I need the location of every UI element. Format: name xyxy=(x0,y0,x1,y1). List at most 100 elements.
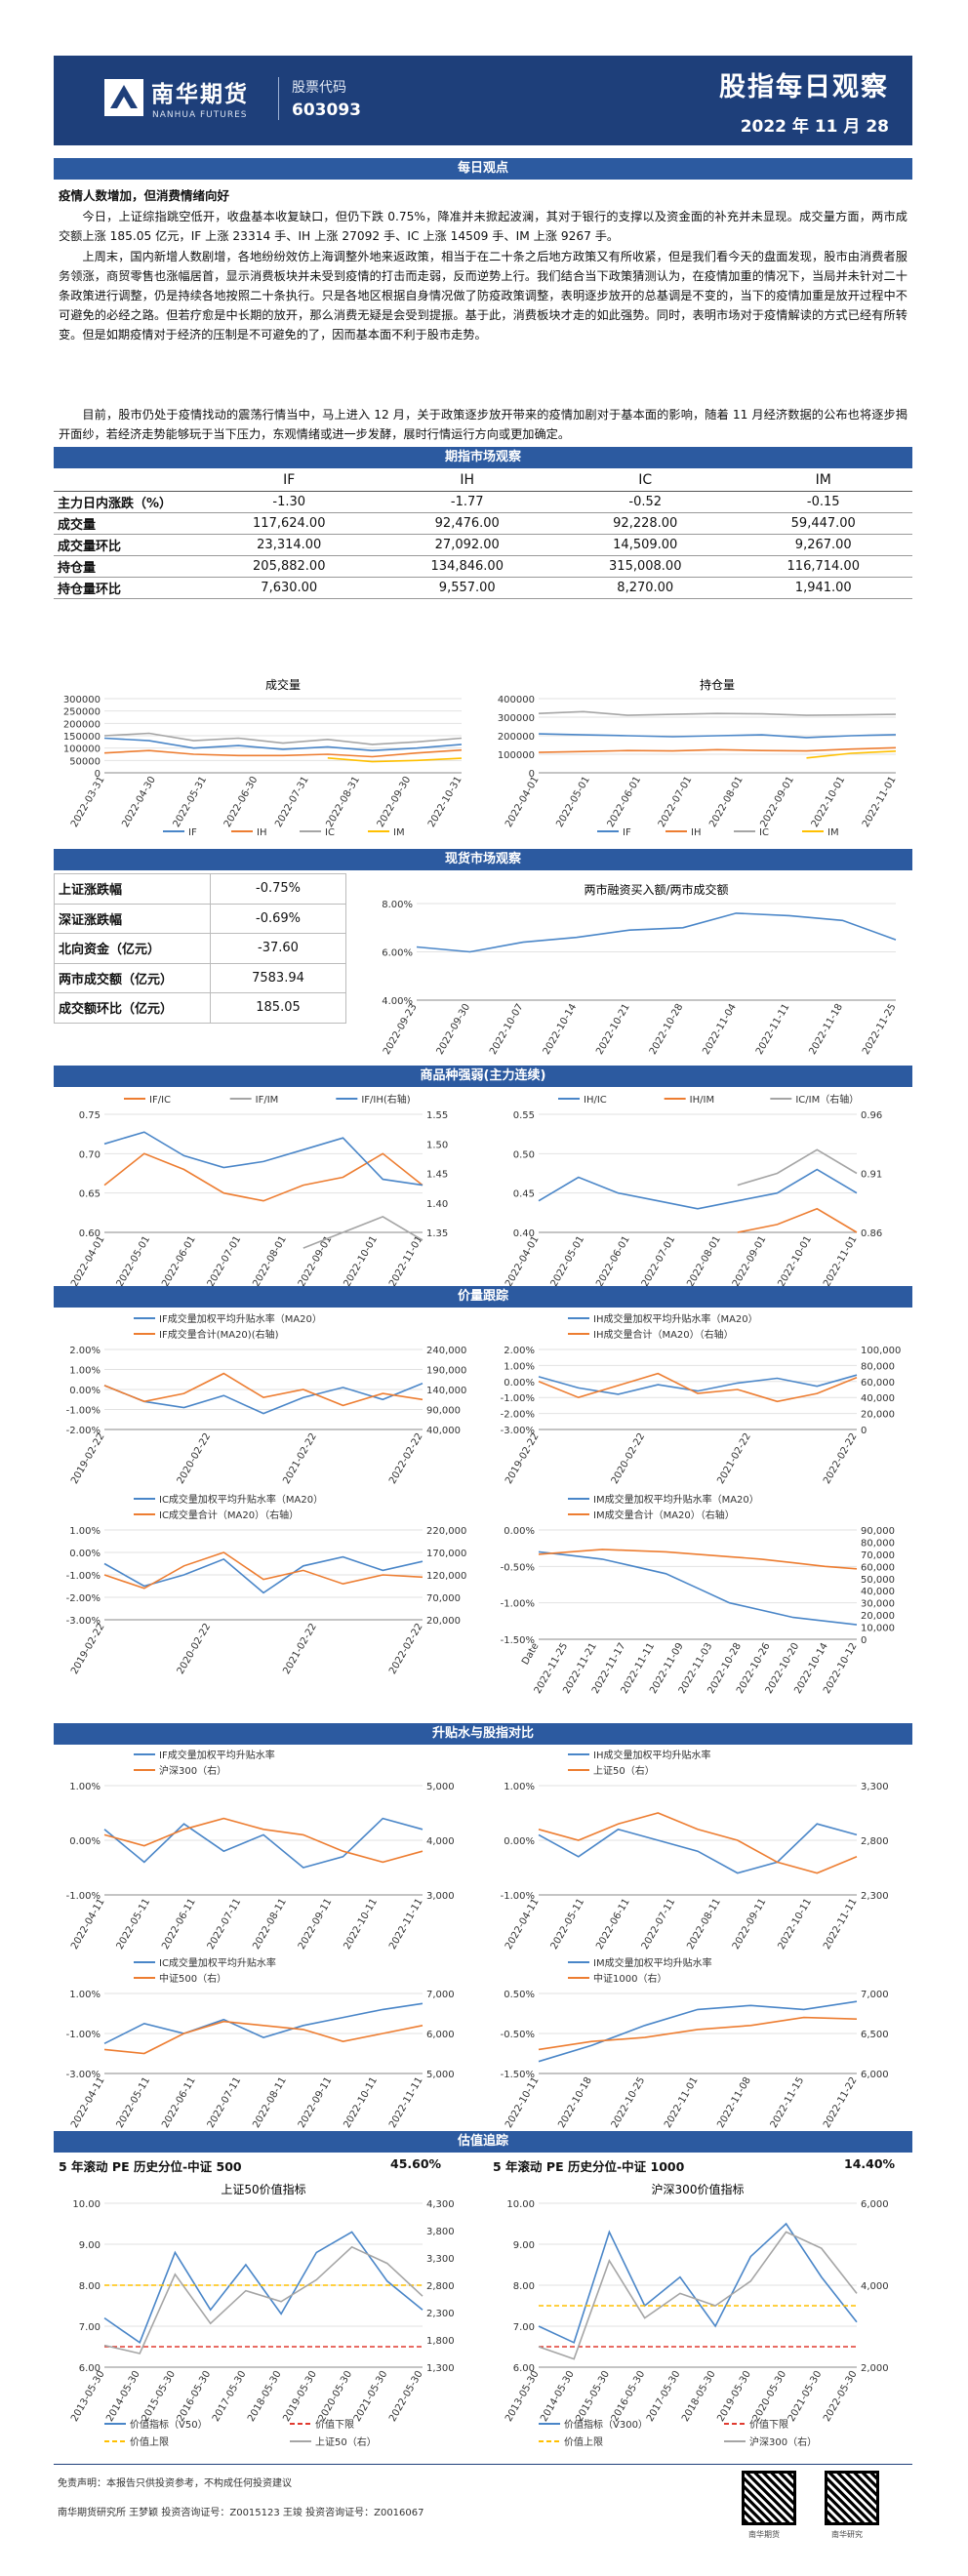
y2-tick-label: 3,800 xyxy=(426,2227,455,2237)
y2-tick-label: 4,000 xyxy=(426,1836,455,1847)
y2-tick-label: 4,000 xyxy=(861,2281,889,2292)
table-row: 主力日内涨跌（%） -1.30 -1.77 -0.52 -0.15 xyxy=(54,491,912,513)
x-tick-label: 2022-07-11 xyxy=(640,1897,678,1952)
x-tick-label: 2022-05-11 xyxy=(115,2075,153,2130)
y-tick-label: 400000 xyxy=(498,695,535,705)
x-tick-label: 2020-02-22 xyxy=(610,1431,648,1486)
cell-value: 9,267.00 xyxy=(734,534,912,556)
y-tick-label: -1.00% xyxy=(501,1599,535,1610)
cell-value: -0.75% xyxy=(210,873,346,905)
y-tick-label: -1.50% xyxy=(501,1635,535,1646)
x-tick-label: 2022-11-08 xyxy=(715,2075,753,2130)
y-tick-label: 6.00% xyxy=(382,948,413,959)
spot-table: 上证涨跌幅 -0.75% 深证涨跌幅 -0.69% 北向资金（亿元） -37.60 两市成交… xyxy=(54,873,346,1024)
y-tick-label: 2.00% xyxy=(504,1346,535,1356)
y-tick-label: -1.00% xyxy=(66,2030,101,2040)
x-tick-label: 2022-09-11 xyxy=(297,2075,335,2130)
series-line-1 xyxy=(103,1372,424,1407)
cell-value: 92,228.00 xyxy=(556,512,735,535)
table-row: 上证涨跌幅 -0.75% xyxy=(54,873,346,905)
y2-tick-label: 170,000 xyxy=(426,1549,466,1559)
x-tick-label: 2022-08-01 xyxy=(685,1234,723,1289)
y-tick-label: 8.00 xyxy=(513,2281,535,2292)
legend-label: 中证500（右） xyxy=(159,1972,226,1985)
legend-label: 沪深300（右） xyxy=(159,1764,226,1777)
series-line-1 xyxy=(103,1551,424,1590)
y2-tick-label: 140,000 xyxy=(426,1386,466,1396)
x-tick-label: 2022-11-04 xyxy=(701,1002,739,1057)
y2-tick-label: 1,800 xyxy=(426,2336,455,2347)
y-tick-label: 6.00 xyxy=(79,2363,101,2374)
y-tick-label: 100000 xyxy=(498,750,535,761)
y-tick-label: -0.50% xyxy=(501,1562,535,1573)
legend-label: IF/IH(右轴) xyxy=(361,1093,410,1106)
series-line-1 xyxy=(103,2020,424,2055)
y-tick-label: 0.75 xyxy=(79,1110,101,1121)
y-tick-label: 1.00% xyxy=(69,1366,101,1377)
y-tick-label: 1.00% xyxy=(69,1990,101,2000)
series-line-0 xyxy=(103,2231,424,2345)
divider xyxy=(278,77,279,120)
x-tick-label: 2018-05-30 xyxy=(680,2369,718,2424)
x-tick-label: 2015-05-30 xyxy=(140,2369,178,2424)
daily-paragraph-1: 今日，上证综指跳空低开，收盘基本收复缺口，但仍下跌 0.75%，降准并未掀起波澜… xyxy=(59,210,908,243)
series-line-0 xyxy=(103,1555,424,1594)
y-tick-label: 100000 xyxy=(63,745,101,755)
y2-tick-label: 3,300 xyxy=(861,1782,889,1792)
y-tick-label: -3.00% xyxy=(501,1426,535,1436)
series-line-0 xyxy=(538,1823,858,1874)
y-tick-label: 1.00% xyxy=(504,1782,535,1792)
y-tick-label: 8.00 xyxy=(79,2281,101,2292)
y-tick-label: -3.00% xyxy=(66,2070,101,2080)
y2-tick-label: 20,000 xyxy=(426,1616,461,1627)
y-tick-label: -1.50% xyxy=(501,2070,535,2080)
legend-label: IC xyxy=(325,827,335,838)
y-tick-label: 4.00% xyxy=(382,996,413,1007)
y2-tick-label: 1,300 xyxy=(426,2363,455,2374)
legend-label: 价值上限 xyxy=(130,2435,169,2448)
legend-label: IC成交量加权平均升贴水率（MA20） xyxy=(159,1493,323,1506)
x-tick-label: 2022-11-11 xyxy=(387,2075,425,2130)
x-tick-label: 2022-09-30 xyxy=(435,1002,473,1057)
y2-tick-label: 2,800 xyxy=(861,1836,889,1847)
x-tick-label: 2022-08-11 xyxy=(685,1897,723,1952)
legend-label: 价值指标（V50） xyxy=(130,2418,208,2431)
y2-tick-label: 6,000 xyxy=(861,2199,889,2210)
cell-value: -0.52 xyxy=(556,491,735,513)
y2-tick-label: 120,000 xyxy=(426,1571,466,1582)
y2-tick-label: 60,000 xyxy=(861,1562,895,1573)
x-tick-label: 2022-02-22 xyxy=(822,1431,860,1486)
x-tick-label: 2022-06-11 xyxy=(594,1897,632,1952)
x-tick-label: 2020-02-22 xyxy=(176,1622,214,1676)
x-tick-label: 2022-10-18 xyxy=(556,2075,594,2130)
row-label: 深证涨跌幅 xyxy=(54,903,211,934)
row-label: 成交量环比 xyxy=(54,534,200,556)
y2-tick-label: 7,000 xyxy=(861,1990,889,2000)
x-tick-label: 2022-05-11 xyxy=(115,1897,153,1952)
legend-label: IF xyxy=(188,827,197,838)
x-tick-label: 2022-10-11 xyxy=(342,2075,380,2130)
daily-paragraph-3: 目前，股市仍处于疫情找动的震荡行情当中，马上进入 12 月，关于政策逐步放开带来… xyxy=(59,408,908,441)
x-tick-label: 2022-08-01 xyxy=(707,775,746,829)
y-tick-label: 0.60 xyxy=(79,1228,101,1239)
company-name: 南华期货 xyxy=(151,82,249,107)
ih-basis-index-chart: -1.00% 0.00% 1.00% 2,300 2,800 3,300 2022-04-1… xyxy=(501,1749,889,1952)
series-line-0 xyxy=(103,2002,424,2045)
x-tick-label: 2022-02-22 xyxy=(387,1431,425,1486)
legend-label: IF/IC xyxy=(149,1095,171,1106)
legend-label: 价值指标（V300） xyxy=(564,2418,648,2431)
y-tick-label: 0.00% xyxy=(69,1386,101,1396)
x-tick-label: 2022-07-01 xyxy=(640,1234,678,1289)
series-line-0 xyxy=(416,912,897,953)
y2-tick-label: 5,000 xyxy=(426,2070,455,2080)
series-line-1 xyxy=(538,2016,858,2051)
x-tick-label: 2022-10-31 xyxy=(426,775,464,829)
x-tick-label: 2022-05-31 xyxy=(172,775,210,829)
x-tick-label: 2022-11-11 xyxy=(387,1897,425,1952)
y-tick-label: -3.00% xyxy=(66,1616,101,1627)
x-tick-label: 2022-10-01 xyxy=(810,775,848,829)
series-line-0 xyxy=(103,1383,424,1415)
y2-tick-label: 1.40 xyxy=(426,1199,448,1210)
x-tick-label: 2022-10-01 xyxy=(776,1234,814,1289)
